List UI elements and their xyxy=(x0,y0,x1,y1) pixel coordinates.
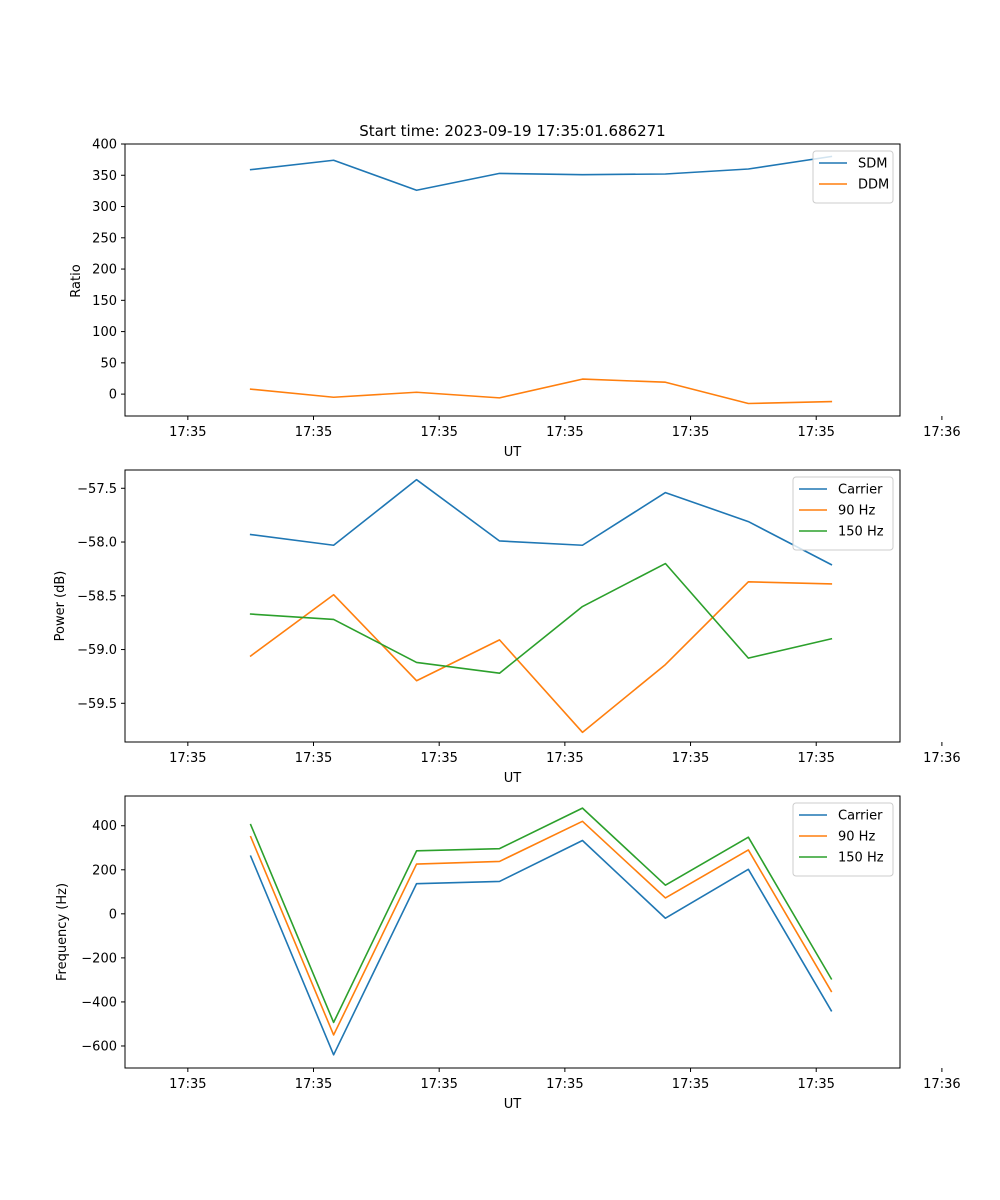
axes-frame xyxy=(124,795,901,1069)
x-tick-label: 17:35 xyxy=(546,751,583,766)
legend-label: Carrier xyxy=(838,483,883,498)
y-tick-label: −200 xyxy=(81,951,117,966)
legend-label: 90 Hz xyxy=(838,504,875,519)
x-axis-label: UT xyxy=(504,445,522,460)
y-tick-label: −400 xyxy=(81,995,117,1010)
y-tick-label: 150 xyxy=(92,294,117,309)
series-line-carrier xyxy=(249,478,833,566)
y-tick-label: 400 xyxy=(92,819,117,834)
y-tick-label: −59.0 xyxy=(77,643,117,658)
x-tick-label: 17:36 xyxy=(923,1077,960,1092)
x-tick-label: 17:35 xyxy=(169,751,206,766)
y-tick-label: −58.0 xyxy=(77,536,117,551)
legend: Carrier 90 Hz 150 Hz xyxy=(792,802,894,877)
legend-box xyxy=(812,150,894,204)
legend-label: 150 Hz xyxy=(838,851,884,866)
x-tick-label: 17:35 xyxy=(546,425,583,440)
x-tick-label: 17:35 xyxy=(295,751,332,766)
series-line-ddm xyxy=(249,378,833,405)
y-tick-label: −58.5 xyxy=(77,589,117,604)
axes-frame xyxy=(124,143,901,417)
y-tick-label: −57.5 xyxy=(77,482,117,497)
y-tick-label: 400 xyxy=(92,138,117,153)
x-tick-label: 17:35 xyxy=(672,751,709,766)
x-tick-label: 17:35 xyxy=(169,425,206,440)
y-tick-label: 200 xyxy=(92,863,117,878)
y-tick-label: 350 xyxy=(92,169,117,184)
y-tick-label: 250 xyxy=(92,231,117,246)
x-tick-label: 17:35 xyxy=(295,425,332,440)
y-tick-label: −59.5 xyxy=(77,697,117,712)
x-tick-label: 17:35 xyxy=(672,425,709,440)
legend-label: 90 Hz xyxy=(838,830,875,845)
x-axis-label: UT xyxy=(504,771,522,786)
series-line-90-hz xyxy=(249,820,833,1036)
series-line-150-hz xyxy=(249,562,833,674)
y-tick-label: 50 xyxy=(100,356,117,371)
axes-frame xyxy=(124,469,901,743)
x-tick-label: 17:35 xyxy=(672,1077,709,1092)
x-tick-label: 17:35 xyxy=(420,1077,457,1092)
legend-label: DDM xyxy=(858,178,889,193)
legend-label: 150 Hz xyxy=(838,525,884,540)
frequency-panel: UT Frequency (Hz) 17:35 17:35 17:35 17:35 17… xyxy=(55,795,961,1112)
x-tick-label: 17:35 xyxy=(797,751,834,766)
legend-label: SDM xyxy=(858,157,887,172)
y-tick-label: −600 xyxy=(81,1039,117,1054)
series-line-150-hz xyxy=(249,807,833,1024)
y-axis-label: Frequency (Hz) xyxy=(55,883,70,981)
series-line-90-hz xyxy=(249,581,833,734)
y-axis-label: Ratio xyxy=(69,264,84,297)
chart-title: Start time: 2023-09-19 17:35:01.686271 xyxy=(359,122,665,140)
y-tick-label: 200 xyxy=(92,263,117,278)
y-tick-label: 100 xyxy=(92,325,117,340)
x-tick-label: 17:36 xyxy=(923,425,960,440)
x-tick-label: 17:35 xyxy=(797,425,834,440)
x-tick-label: 17:35 xyxy=(797,1077,834,1092)
y-tick-label: 0 xyxy=(109,388,117,403)
power-panel: UT Power (dB) 17:35 17:35 17:35 17:35 17:35 1… xyxy=(53,469,961,786)
legend: Carrier 90 Hz 150 Hz xyxy=(792,476,894,551)
series-line-carrier xyxy=(249,839,833,1056)
x-tick-label: 17:36 xyxy=(923,751,960,766)
ratio-panel: Start time: 2023-09-19 17:35:01.686271 U… xyxy=(69,122,961,460)
x-axis-label: UT xyxy=(504,1097,522,1112)
legend: SDM DDM xyxy=(812,150,894,204)
legend-label: Carrier xyxy=(838,809,883,824)
x-tick-label: 17:35 xyxy=(420,751,457,766)
x-tick-label: 17:35 xyxy=(169,1077,206,1092)
y-tick-label: 0 xyxy=(109,907,117,922)
y-axis-label: Power (dB) xyxy=(53,571,68,642)
y-tick-label: 300 xyxy=(92,200,117,215)
series-line-sdm xyxy=(249,155,833,192)
x-tick-label: 17:35 xyxy=(420,425,457,440)
x-tick-label: 17:35 xyxy=(546,1077,583,1092)
x-tick-label: 17:35 xyxy=(295,1077,332,1092)
